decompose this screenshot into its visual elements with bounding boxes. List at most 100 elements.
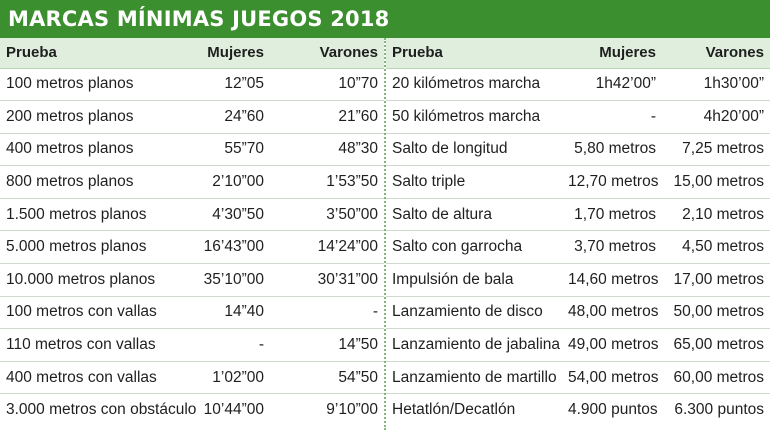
women-mark-cell: 14”40 — [196, 296, 270, 330]
men-mark-cell: 17,00 metros — [662, 263, 770, 297]
table-row: 110 metros con vallas -14”50 — [0, 328, 384, 362]
men-mark-cell: 7,25 metros — [662, 133, 770, 167]
men-mark-cell: 14’24”00 — [270, 230, 384, 265]
event-name-cell: Salto de altura — [386, 198, 562, 232]
men-mark-cell: 30’31”00 — [270, 263, 384, 297]
event-name-cell: 100 metros con vallas — [0, 296, 196, 330]
men-mark-cell: 6.300 puntos — [674, 401, 764, 419]
women-mark-cell: 48,00 metros — [562, 296, 662, 330]
left-table-body: 100 metros planos 12”05 10”70 200 metros pl… — [0, 68, 384, 427]
left-header-row: Prueba Mujeres Varones — [0, 38, 384, 69]
men-mark-cell: 21”60 — [270, 100, 384, 134]
right-header-row: Prueba Mujeres Varones — [386, 38, 770, 69]
event-name-cell: 400 metros planos — [0, 133, 196, 167]
men-mark-cell: 14”50 — [270, 328, 384, 362]
table-row: Hetatlón/Decatlón 4.900 puntos 6.300 punto… — [386, 394, 770, 427]
event-name-cell: 200 metros planos — [0, 100, 196, 134]
event-name-cell: Lanzamiento de martillo — [386, 361, 562, 395]
table-row: Salto de altura 1,70 metros 2,10 metros — [386, 198, 770, 232]
table-row: 20 kilómetros marcha 1h42’00” 1h30’00” — [386, 68, 770, 102]
women-mark-cell: 10’44”00 — [203, 401, 264, 419]
women-mark-cell: 12,70 metros — [562, 165, 662, 199]
event-name-cell: 1.500 metros planos — [0, 198, 196, 232]
table-row: Impulsión de bala 14,60 metros 17,00 metro… — [386, 263, 770, 297]
left-records-table: Prueba Mujeres Varones 100 metros planos… — [0, 38, 384, 427]
women-mark-cell: 5,80 metros — [562, 133, 662, 167]
table-row: Salto de longitud 5,80 metros 7,25 metros — [386, 133, 770, 167]
table-row: 50 kilómetros marcha -4h20’00” — [386, 100, 770, 134]
event-name-cell: 20 kilómetros marcha — [386, 68, 562, 102]
right-records-table: Prueba Mujeres Varones 20 kilómetros mar… — [386, 38, 770, 427]
left-table-panel: Prueba Mujeres Varones 100 metros planos… — [0, 38, 384, 430]
men-mark-cell: 1’53”50 — [270, 165, 384, 199]
column-header-varones: Varones — [270, 38, 384, 69]
women-mark-cell: 3,70 metros — [562, 230, 662, 265]
men-mark-cell: 54”50 — [270, 361, 384, 395]
men-mark-cell: 4h20’00” — [662, 100, 770, 134]
women-mark-cell: 1h42’00” — [562, 68, 662, 102]
event-name-cell: 3.000 metros con obstáculos — [6, 401, 196, 419]
right-table-body: 20 kilómetros marcha 1h42’00” 1h30’00” 50 k… — [386, 68, 770, 427]
table-row: 400 metros planos 55”70 48”30 — [0, 133, 384, 167]
column-header-mujeres: Mujeres — [196, 38, 270, 69]
event-name-cell: Lanzamiento de jabalina — [386, 328, 562, 362]
women-mark-cell: - — [562, 100, 662, 134]
women-mark-cell: 35’10”00 — [196, 263, 270, 297]
men-mark-cell: 48”30 — [270, 133, 384, 167]
event-name-cell: 400 metros con vallas — [0, 361, 196, 395]
table-row: 100 metros planos 12”05 10”70 — [0, 68, 384, 102]
event-name-cell: 5.000 metros planos — [0, 230, 196, 265]
right-table-panel: Prueba Mujeres Varones 20 kilómetros mar… — [386, 38, 770, 430]
men-mark-cell: 3’50”00 — [270, 198, 384, 232]
men-mark-cell: 10”70 — [270, 68, 384, 102]
event-name-cell: Salto de longitud — [386, 133, 562, 167]
table-row: Lanzamiento de disco 48,00 metros 50,00 me… — [386, 296, 770, 330]
table-row: 100 metros con vallas 14”40- — [0, 296, 384, 330]
women-mark-cell: 1,70 metros — [562, 198, 662, 232]
women-mark-cell: 49,00 metros — [562, 328, 662, 362]
table-row: Lanzamiento de martillo 54,00 metros 60,00… — [386, 361, 770, 395]
table-row: Salto con garrocha 3,70 metros 4,50 metros — [386, 230, 770, 265]
men-mark-cell: 60,00 metros — [662, 361, 770, 395]
men-mark-cell: 65,00 metros — [662, 328, 770, 362]
women-mark-cell: 4’30”50 — [196, 198, 270, 232]
table-row: 200 metros planos 24”60 21”60 — [0, 100, 384, 134]
women-mark-cell: 4.900 puntos — [568, 401, 658, 419]
event-name-cell: Hetatlón/Decatlón — [392, 401, 516, 419]
women-mark-cell: 1’02”00 — [196, 361, 270, 395]
column-divider — [384, 38, 386, 430]
event-name-cell: Salto con garrocha — [386, 230, 562, 265]
men-mark-cell: 2,10 metros — [662, 198, 770, 232]
women-mark-cell: 14,60 metros — [562, 263, 662, 297]
men-mark-cell: - — [270, 296, 384, 330]
table-row: 3.000 metros con obstáculos 10’44”00 9’10”… — [0, 394, 384, 427]
table-row: Salto triple 12,70 metros 15,00 metros — [386, 165, 770, 199]
women-mark-cell: 12”05 — [196, 68, 270, 102]
event-name-cell: Lanzamiento de disco — [386, 296, 562, 330]
event-name-cell: 10.000 metros planos — [0, 263, 196, 297]
column-header-varones: Varones — [662, 38, 770, 69]
column-header-mujeres: Mujeres — [562, 38, 662, 69]
table-row: 5.000 metros planos 16’43”00 14’24”00 — [0, 230, 384, 265]
women-mark-cell: 2’10”00 — [196, 165, 270, 199]
table-row: Lanzamiento de jabalina 49,00 metros 65,00… — [386, 328, 770, 362]
women-mark-cell: 24”60 — [196, 100, 270, 134]
table-row: 1.500 metros planos 4’30”50 3’50”00 — [0, 198, 384, 232]
column-header-prueba: Prueba — [386, 38, 562, 69]
table-row: 400 metros con vallas 1’02”00 54”50 — [0, 361, 384, 395]
women-mark-cell: 54,00 metros — [562, 361, 662, 395]
women-mark-cell: 55”70 — [196, 133, 270, 167]
men-mark-cell: 50,00 metros — [662, 296, 770, 330]
men-mark-cell: 9’10”00 — [326, 401, 378, 419]
event-name-cell: 50 kilómetros marcha — [386, 100, 562, 134]
men-mark-cell: 4,50 metros — [662, 230, 770, 265]
men-mark-cell: 1h30’00” — [662, 68, 770, 102]
men-mark-cell: 15,00 metros — [662, 165, 770, 199]
event-name-cell: Salto triple — [386, 165, 562, 199]
women-mark-cell: - — [196, 328, 270, 362]
table-row: 800 metros planos 2’10”00 1’53”50 — [0, 165, 384, 199]
column-header-prueba: Prueba — [0, 38, 196, 69]
table-row: 10.000 metros planos 35’10”00 30’31”00 — [0, 263, 384, 297]
page-title: MARCAS MÍNIMAS JUEGOS 2018 — [0, 0, 770, 38]
event-name-cell: Impulsión de bala — [386, 263, 562, 297]
